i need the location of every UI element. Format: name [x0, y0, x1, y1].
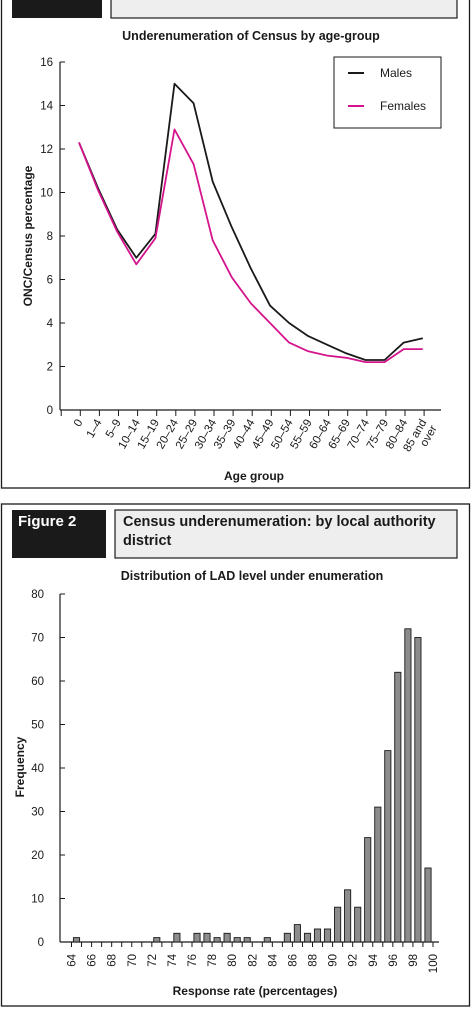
chart1-y-tick-label: 16	[40, 57, 53, 69]
chart2-x-axis: 64 66 68 70 72 74 76 78 80 82 84 86 88 90 92 94 96 98 100	[60, 941, 440, 973]
chart1-x-tick-label: 1–4	[85, 417, 105, 440]
series-line-females	[78, 128, 423, 364]
chart1-y-tick-label: 4	[47, 318, 54, 330]
chart2-y-tick-label: 20	[31, 850, 44, 862]
chart2-x-tick-label: 100	[428, 954, 440, 973]
chart1-series	[78, 82, 424, 364]
chart1-x-label: Age group	[224, 469, 284, 483]
histogram-bar	[394, 671, 402, 943]
figure2-heading-box	[114, 509, 458, 559]
chart2-x-tick-label: 84	[267, 953, 279, 966]
chart1-y-tick-label: 2	[47, 362, 53, 374]
figure2-tag-block	[12, 510, 106, 558]
chart2-x-tick-label: 88	[308, 954, 320, 967]
chart2-y-label: Frequency	[13, 736, 27, 797]
chart1-y-tick-label: 6	[47, 275, 53, 287]
figure1-tag-block	[12, 0, 102, 18]
legend-label-males: Males	[380, 66, 412, 80]
histogram-bar	[173, 932, 181, 943]
series-line-males	[78, 82, 424, 361]
histogram-bar	[203, 932, 211, 943]
chart2-title: Distribution of LAD level under enumerat…	[121, 569, 384, 583]
chart2-y-tick-label: 70	[31, 633, 44, 645]
histogram-bar	[243, 937, 251, 943]
histogram-bar	[384, 750, 392, 943]
chart1-y-tick-label: 12	[40, 144, 53, 156]
figure2-heading-line1: Census underenumeration: by local author…	[123, 514, 436, 530]
chart2-x-tick-label: 86	[287, 954, 299, 967]
histogram-bar	[374, 806, 382, 943]
chart2-y-tick-label: 10	[31, 894, 44, 906]
legend-label-females: Females	[380, 99, 426, 113]
histogram-bar	[404, 628, 412, 943]
chart2-x-tick-label: 76	[187, 954, 199, 967]
histogram-bar	[344, 889, 352, 943]
chart2-bars	[72, 628, 432, 943]
chart1-legend-box	[333, 56, 442, 129]
figure1-heading-box	[110, 0, 458, 19]
chart2-x-tick-label: 82	[247, 954, 259, 967]
histogram-bar	[414, 637, 422, 943]
histogram-bar	[313, 928, 322, 943]
chart2-y-axis: 0 10 20 30 40 50 60 70 80	[31, 589, 65, 949]
chart2-x-tick-label: 70	[127, 954, 139, 967]
figure2-border	[0, 503, 471, 1007]
histogram-bar	[213, 937, 221, 943]
histogram-bar	[283, 932, 291, 943]
chart2-y-tick-label: 80	[31, 589, 44, 601]
figure2-heading-line2: district	[123, 533, 172, 549]
chart2-y-tick-label: 50	[31, 720, 44, 732]
histogram-bar	[354, 906, 362, 943]
chart2-y-tick-label: 30	[31, 807, 44, 819]
figure1-panel: Underenumeration of Census by age-group …	[0, 0, 471, 489]
histogram-bar	[263, 937, 271, 943]
chart2-x-tick-label: 90	[328, 954, 340, 967]
histogram-bar	[233, 937, 241, 943]
chart1-y-label: ONC/Census percentage	[21, 165, 35, 306]
chart2-x-tick-label: 80	[227, 954, 239, 967]
chart1-y-tick-label: 14	[40, 101, 53, 113]
histogram-bar	[303, 932, 312, 943]
chart2-y-tick-label: 40	[31, 763, 44, 775]
chart2-x-tick-label: 66	[87, 954, 99, 967]
chart2-x-tick-label: 98	[408, 954, 420, 967]
histogram-bar	[223, 932, 231, 943]
chart2-x-tick-label: 94	[368, 953, 380, 966]
histogram-bar	[334, 906, 342, 943]
figure2-tag: Figure 2	[18, 513, 76, 530]
chart2-x-tick-label: 68	[107, 954, 119, 967]
chart2-y-tick-label: 60	[31, 676, 44, 688]
figure2-panel: Figure 2 Census underenumeration: by loc…	[0, 503, 471, 1007]
chart2-x-tick-label: 78	[207, 954, 219, 967]
chart2-x-tick-label: 92	[348, 954, 360, 967]
chart1-y-tick-label: 0	[47, 405, 53, 417]
histogram-bar	[424, 867, 432, 943]
chart2-x-tick-label: 96	[388, 954, 400, 967]
histogram-bar	[153, 937, 161, 943]
chart1-x-tick-label: 0	[72, 418, 86, 430]
histogram-bar	[193, 932, 201, 943]
histogram-bar	[293, 924, 301, 943]
histogram-bar	[364, 837, 372, 943]
chart2-x-label: Response rate (percentages)	[173, 984, 338, 998]
chart1-legend: Males Females	[333, 56, 442, 129]
histogram-bar	[72, 937, 81, 943]
chart2-x-tick-label: 64	[67, 953, 79, 966]
chart2-x-tick-label: 72	[147, 954, 159, 967]
chart1-y-axis: 0 2 4 6 8 10 12 14 16	[40, 57, 65, 417]
chart2-y-tick-label: 0	[38, 937, 44, 949]
histogram-bar	[323, 928, 332, 943]
figure1-border	[0, 0, 471, 489]
chart1-x-axis: 0 1–4 5–910–1415–1920–2425–2930–3435–3940–…	[60, 409, 441, 454]
chart1-y-tick-label: 10	[40, 188, 53, 200]
chart1-y-tick-label: 8	[47, 231, 53, 243]
chart2-x-tick-label: 74	[167, 953, 179, 966]
chart1-title: Underenumeration of Census by age-group	[122, 29, 380, 43]
